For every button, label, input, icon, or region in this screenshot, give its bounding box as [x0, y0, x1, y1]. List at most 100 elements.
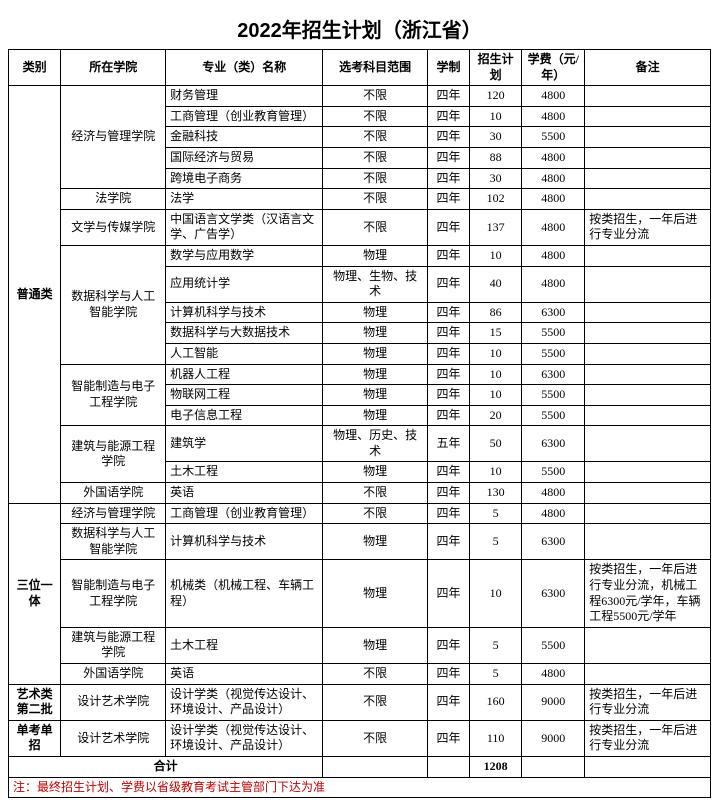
table-row: 单考单招设计艺术学院设计学类（视觉传达设计、环境设计、产品设计）不限四年1109… [9, 720, 711, 756]
subjects-cell: 物理 [323, 302, 428, 323]
subjects-cell: 不限 [323, 189, 428, 210]
subjects-cell: 物理 [323, 405, 428, 426]
school-cell: 智能制造与电子工程学院 [61, 560, 166, 627]
fee-cell: 4800 [522, 209, 585, 245]
fee-cell: 9000 [522, 684, 585, 720]
major-cell: 国际经济与贸易 [166, 147, 323, 168]
table-row: 智能制造与电子工程学院机械类（机械工程、车辆工程）物理四年106300按类招生，… [9, 560, 711, 627]
duration-cell: 四年 [428, 364, 470, 385]
subjects-cell: 不限 [323, 684, 428, 720]
major-cell: 土木工程 [166, 627, 323, 663]
note-cell [585, 426, 711, 462]
major-cell: 应用统计学 [166, 266, 323, 302]
col-major: 专业（类）名称 [166, 50, 323, 86]
table-row: 普通类经济与管理学院财务管理不限四年1204800 [9, 86, 711, 107]
plan-cell: 40 [469, 266, 521, 302]
school-cell: 智能制造与电子工程学院 [61, 364, 166, 426]
school-cell: 数据科学与人工智能学院 [61, 524, 166, 560]
plan-cell: 15 [469, 323, 521, 344]
school-cell: 外国语学院 [61, 664, 166, 685]
category-cell: 艺术类第二批 [9, 684, 61, 720]
note-cell [585, 405, 711, 426]
fee-cell: 5500 [522, 405, 585, 426]
major-cell: 物联网工程 [166, 385, 323, 406]
plan-cell: 110 [469, 720, 521, 756]
enrollment-table: 类别 所在学院 专业（类）名称 选考科目范围 学制 招生计划 学费（元/年） 备… [8, 49, 711, 798]
subjects-cell: 物理 [323, 323, 428, 344]
note-cell [585, 147, 711, 168]
col-fee: 学费（元/年） [522, 50, 585, 86]
major-cell: 法学 [166, 189, 323, 210]
duration-cell: 四年 [428, 245, 470, 266]
total-empty-cell [585, 756, 711, 777]
note-cell [585, 245, 711, 266]
table-row: 法学院法学不限四年1024800 [9, 189, 711, 210]
plan-cell: 86 [469, 302, 521, 323]
note-cell [585, 168, 711, 189]
subjects-cell: 不限 [323, 86, 428, 107]
fee-cell: 6300 [522, 364, 585, 385]
major-cell: 跨境电子商务 [166, 168, 323, 189]
subjects-cell: 物理、生物、技术 [323, 266, 428, 302]
major-cell: 机器人工程 [166, 364, 323, 385]
major-cell: 数学与应用数学 [166, 245, 323, 266]
fee-cell: 4800 [522, 106, 585, 127]
subjects-cell: 物理 [323, 343, 428, 364]
plan-cell: 137 [469, 209, 521, 245]
col-school: 所在学院 [61, 50, 166, 86]
total-row: 合计1208 [9, 756, 711, 777]
subjects-cell: 不限 [323, 503, 428, 524]
total-label: 合计 [9, 756, 323, 777]
duration-cell: 四年 [428, 524, 470, 560]
major-cell: 电子信息工程 [166, 405, 323, 426]
table-row: 数据科学与人工智能学院计算机科学与技术物理四年56300 [9, 524, 711, 560]
school-cell: 设计艺术学院 [61, 684, 166, 720]
col-duration: 学制 [428, 50, 470, 86]
category-cell: 三位一体 [9, 503, 61, 684]
duration-cell: 四年 [428, 405, 470, 426]
fee-cell: 4800 [522, 189, 585, 210]
duration-cell: 四年 [428, 627, 470, 663]
school-cell: 法学院 [61, 189, 166, 210]
school-cell: 建筑与能源工程学院 [61, 426, 166, 483]
major-cell: 建筑学 [166, 426, 323, 462]
note-cell [585, 664, 711, 685]
duration-cell: 四年 [428, 720, 470, 756]
subjects-cell: 不限 [323, 147, 428, 168]
footnote-cell: 注：最终招生计划、学费以省级教育考试主管部门下达为准 [9, 777, 711, 798]
note-cell [585, 302, 711, 323]
note-cell [585, 627, 711, 663]
fee-cell: 6300 [522, 426, 585, 462]
total-empty-cell [323, 756, 428, 777]
duration-cell: 四年 [428, 302, 470, 323]
fee-cell: 9000 [522, 720, 585, 756]
plan-cell: 10 [469, 343, 521, 364]
subjects-cell: 不限 [323, 209, 428, 245]
subjects-cell: 不限 [323, 720, 428, 756]
school-cell: 文学与传媒学院 [61, 209, 166, 245]
table-row: 外国语学院英语不限四年1304800 [9, 483, 711, 504]
subjects-cell: 不限 [323, 106, 428, 127]
subjects-cell: 不限 [323, 168, 428, 189]
col-category: 类别 [9, 50, 61, 86]
duration-cell: 五年 [428, 426, 470, 462]
duration-cell: 四年 [428, 684, 470, 720]
note-cell: 按类招生，一年后进行专业分流 [585, 684, 711, 720]
major-cell: 英语 [166, 483, 323, 504]
fee-cell: 4800 [522, 483, 585, 504]
duration-cell: 四年 [428, 266, 470, 302]
major-cell: 工商管理（创业教育管理） [166, 503, 323, 524]
subjects-cell: 不限 [323, 483, 428, 504]
duration-cell: 四年 [428, 168, 470, 189]
total-empty-cell [522, 756, 585, 777]
total-empty-cell [428, 756, 470, 777]
table-row: 外国语学院英语不限四年54800 [9, 664, 711, 685]
fee-cell: 4800 [522, 664, 585, 685]
note-cell [585, 266, 711, 302]
table-row: 文学与传媒学院中国语言文学类（汉语言文学、广告学）不限四年1374800按类招生… [9, 209, 711, 245]
plan-cell: 20 [469, 405, 521, 426]
major-cell: 设计学类（视觉传达设计、环境设计、产品设计） [166, 720, 323, 756]
col-note: 备注 [585, 50, 711, 86]
col-subjects: 选考科目范围 [323, 50, 428, 86]
fee-cell: 5500 [522, 343, 585, 364]
